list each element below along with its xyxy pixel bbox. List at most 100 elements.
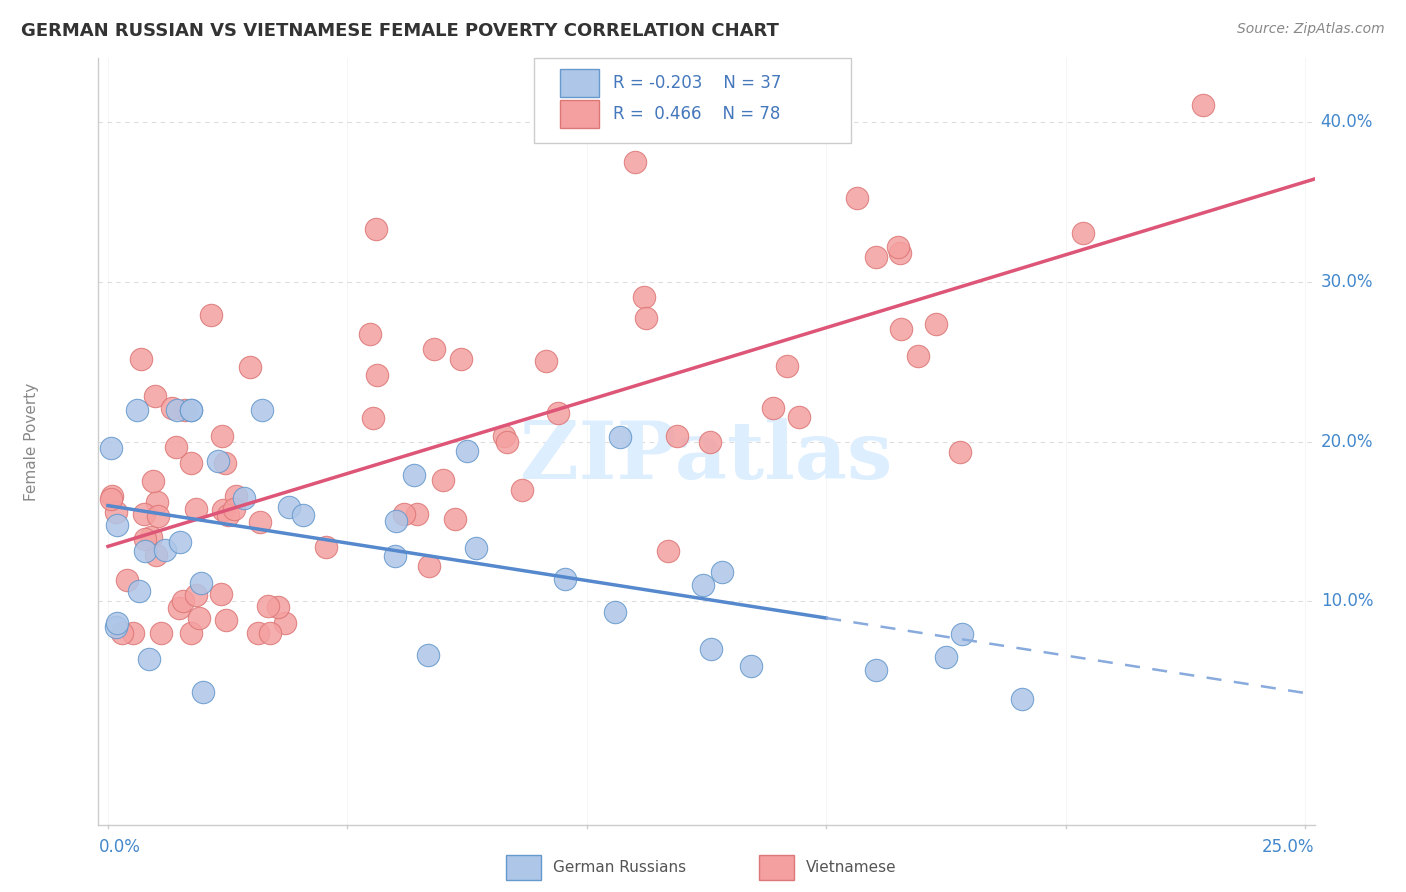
Point (935, 650, 957, 665)
Point (180, 402, 202, 417)
Point (155, 543, 177, 558)
Point (100, 492, 122, 507)
Point (740, 658, 762, 673)
Point (496, 434, 519, 449)
Text: 0.0%: 0.0% (98, 838, 141, 856)
Text: R = -0.203    N = 37: R = -0.203 N = 37 (613, 74, 782, 92)
Point (315, 540, 337, 554)
Point (624, 155, 647, 169)
Point (657, 544, 679, 558)
Text: German Russians: German Russians (553, 860, 686, 874)
Point (762, 401, 785, 415)
Text: 30.0%: 30.0% (1320, 273, 1374, 291)
Point (404, 468, 426, 483)
Point (450, 351, 472, 366)
Point (169, 535, 191, 549)
Point (609, 430, 631, 444)
Point (162, 401, 184, 415)
Point (711, 566, 734, 580)
Point (845, 191, 868, 205)
Point (776, 359, 799, 374)
Point (117, 573, 139, 587)
Point (692, 578, 714, 592)
Point (456, 444, 478, 458)
Point (384, 549, 406, 563)
Point (361, 410, 384, 425)
Point (200, 308, 222, 322)
Point (787, 410, 810, 425)
Point (890, 322, 912, 336)
Point (418, 648, 440, 662)
Point (190, 576, 212, 591)
Point (180, 626, 202, 640)
Text: 40.0%: 40.0% (1320, 113, 1374, 131)
Point (534, 354, 557, 368)
Text: ZIPatlas: ZIPatlas (520, 417, 893, 496)
Point (274, 616, 297, 631)
Point (105, 620, 128, 634)
Point (121, 626, 143, 640)
Point (180, 456, 202, 470)
Point (384, 514, 406, 528)
Point (145, 548, 167, 562)
Point (239, 359, 262, 374)
Point (699, 434, 721, 449)
Text: GERMAN RUSSIAN VS VIETNAMESE FEMALE POVERTY CORRELATION CHART: GERMAN RUSSIAN VS VIETNAMESE FEMALE POVE… (21, 22, 779, 40)
Text: 10.0%: 10.0% (1320, 592, 1374, 610)
Point (950, 627, 973, 641)
Point (418, 559, 440, 574)
Point (193, 684, 215, 698)
Point (444, 512, 467, 526)
Point (1071, 226, 1094, 240)
Point (172, 594, 194, 608)
Point (132, 507, 155, 521)
Point (149, 626, 172, 640)
Point (865, 663, 887, 677)
Point (422, 343, 444, 357)
Point (143, 389, 166, 403)
Point (278, 500, 301, 514)
Point (222, 501, 245, 516)
Text: R =  0.466    N = 78: R = 0.466 N = 78 (613, 105, 780, 123)
Point (214, 456, 236, 470)
Point (138, 652, 160, 666)
Point (889, 246, 911, 260)
Point (949, 444, 972, 458)
Point (1011, 692, 1033, 706)
Point (107, 615, 129, 630)
Point (146, 495, 169, 509)
Point (394, 507, 416, 521)
Point (139, 530, 162, 544)
Point (134, 533, 156, 547)
Point (184, 502, 207, 516)
Point (267, 599, 290, 614)
Point (366, 222, 388, 236)
Point (225, 489, 247, 503)
Point (547, 406, 569, 420)
Point (166, 402, 188, 417)
Point (111, 626, 134, 640)
Point (465, 541, 488, 555)
Point (131, 352, 153, 367)
Point (257, 599, 280, 614)
Point (101, 489, 124, 503)
Point (554, 572, 576, 586)
Point (211, 429, 233, 443)
Point (180, 402, 202, 417)
Point (100, 441, 122, 455)
Point (250, 402, 273, 417)
Point (125, 402, 148, 417)
Point (492, 429, 515, 443)
Point (105, 517, 128, 532)
Point (259, 626, 281, 640)
Point (217, 508, 239, 523)
Point (865, 250, 887, 264)
Point (366, 368, 388, 383)
Point (603, 605, 626, 619)
Point (432, 473, 454, 487)
Point (184, 588, 207, 602)
Text: Source: ZipAtlas.com: Source: ZipAtlas.com (1237, 22, 1385, 37)
Point (212, 503, 235, 517)
Point (214, 613, 236, 627)
Point (406, 507, 429, 521)
